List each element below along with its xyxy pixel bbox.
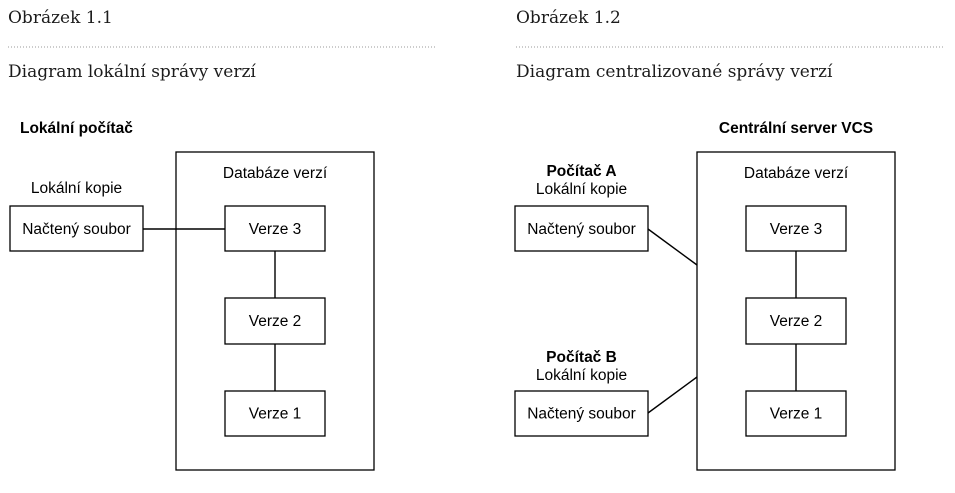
version-3-label: Verze 3 <box>249 221 302 238</box>
server-database-label: Databáze verzí <box>744 165 849 182</box>
client-a-file-label: Načtený soubor <box>527 221 636 238</box>
server-version-1-box <box>745 390 847 437</box>
server-version-1-label: Verze 1 <box>770 406 823 423</box>
checked-out-file-label: Načtený soubor <box>22 221 131 238</box>
figure-centralized-vcs: Obrázek 1.2 Diagram centralizované správ… <box>514 8 945 471</box>
version-1-box <box>224 390 326 437</box>
figure-local-vcs: Obrázek 1.1 Diagram lokální správy verzí… <box>8 8 437 471</box>
local-machine-heading: Lokální počítač <box>20 120 133 137</box>
version-database-label: Databáze verzí <box>223 165 328 182</box>
client-a-local-copy-label: Lokální kopie <box>536 181 627 198</box>
checked-out-file-node: Načtený soubor <box>9 205 144 252</box>
server-version-2-label: Verze 2 <box>770 313 823 330</box>
client-b-file-label: Načtený soubor <box>527 406 636 423</box>
version-3-box <box>224 205 326 252</box>
version-3-node: Verze 3 <box>224 205 326 252</box>
version-2-node: Verze 2 <box>224 297 326 345</box>
figure-2-label: Obrázek 1.2 <box>516 8 621 28</box>
server-version-3-node: Verze 3 <box>745 205 847 252</box>
client-a: Počítač A Lokální kopie Načtený soubor <box>514 163 649 252</box>
client-b: Počítač B Lokální kopie Načtený soubor <box>514 349 649 437</box>
local-copy-label: Lokální kopie <box>31 180 122 197</box>
server-version-2-box <box>745 297 847 345</box>
version-1-label: Verze 1 <box>249 406 302 423</box>
central-server-heading: Centrální server VCS <box>719 120 873 137</box>
figure-1-title: Diagram lokální správy verzí <box>8 62 256 82</box>
server-version-3-box <box>745 205 847 252</box>
version-1-node: Verze 1 <box>224 390 326 437</box>
client-a-connector <box>647 228 698 266</box>
server-version-1-node: Verze 1 <box>745 390 847 437</box>
client-b-file-box <box>514 390 649 437</box>
version-2-label: Verze 2 <box>249 313 302 330</box>
checked-out-file-box <box>9 205 144 252</box>
client-b-connector <box>647 376 698 414</box>
server-version-2-node: Verze 2 <box>745 297 847 345</box>
client-a-file-box <box>514 205 649 252</box>
figure-1-label: Obrázek 1.1 <box>8 8 113 28</box>
server-version-3-label: Verze 3 <box>770 221 823 238</box>
client-b-name: Počítač B <box>546 349 617 366</box>
figure-2-title: Diagram centralizované správy verzí <box>516 62 833 82</box>
client-b-local-copy-label: Lokální kopie <box>536 367 627 384</box>
version-2-box <box>224 297 326 345</box>
client-a-name: Počítač A <box>546 163 616 180</box>
